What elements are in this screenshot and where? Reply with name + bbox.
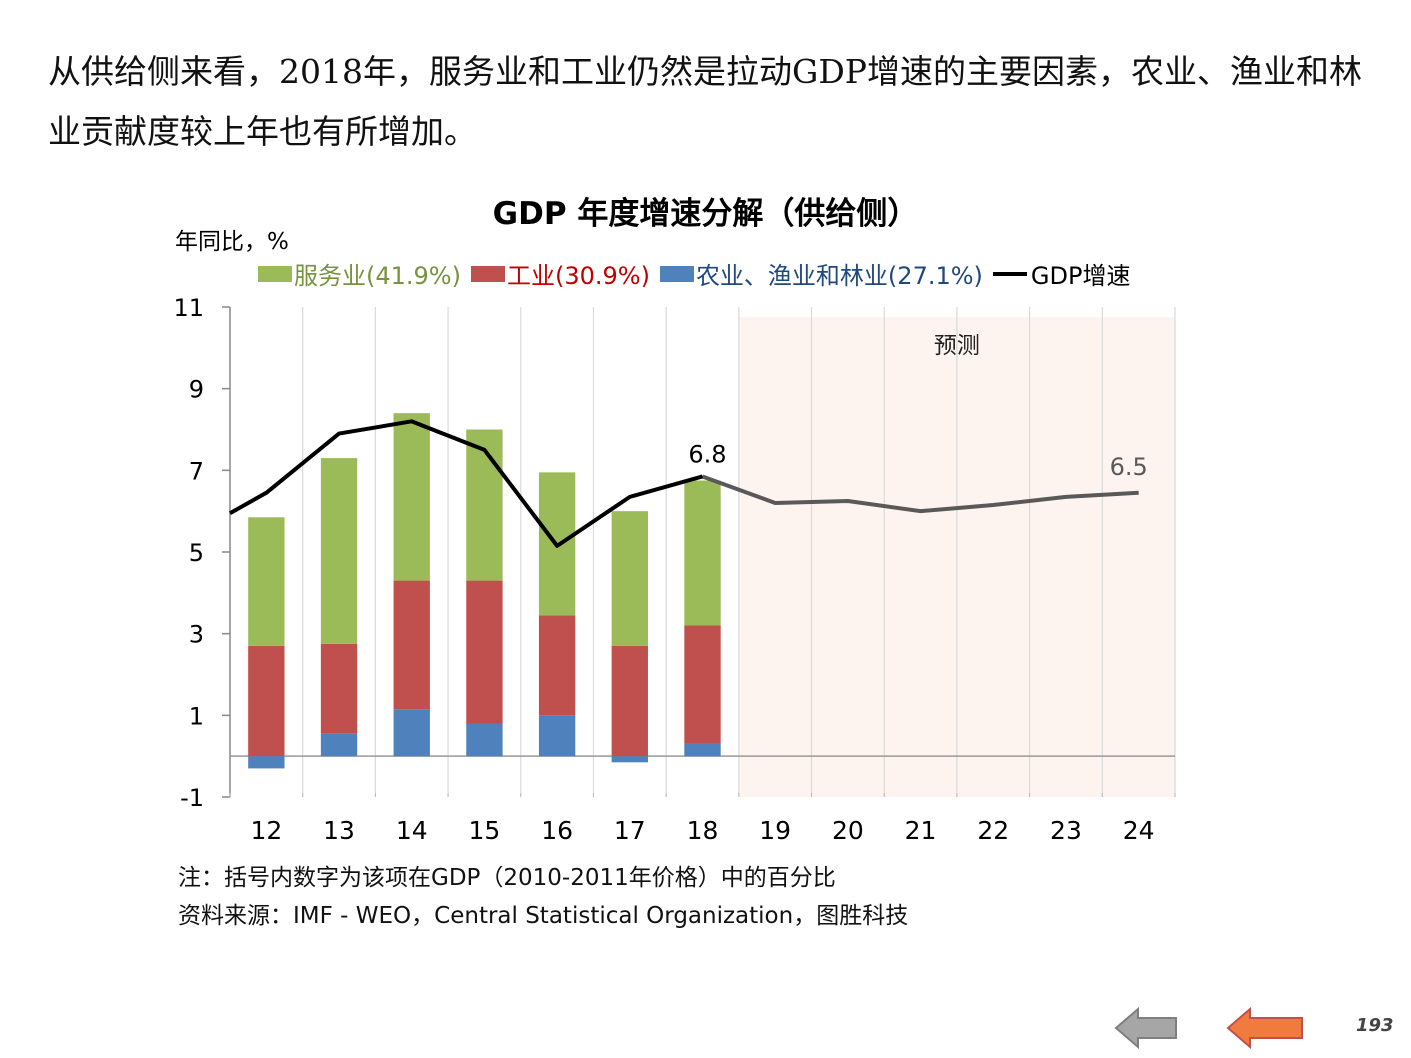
legend-swatch-agriculture bbox=[659, 265, 694, 282]
bar-services bbox=[248, 517, 285, 646]
x-tick-label: 17 bbox=[614, 816, 646, 845]
x-tick-label: 21 bbox=[905, 816, 937, 845]
y-tick-label: 5 bbox=[189, 539, 204, 567]
bar-agriculture bbox=[466, 723, 503, 757]
forward-arrow-icon[interactable] bbox=[1224, 1005, 1308, 1051]
page-number: 193 bbox=[1356, 1015, 1394, 1036]
bar-industry bbox=[320, 643, 358, 734]
legend-swatch-industry bbox=[470, 265, 505, 282]
gdp-line bbox=[229, 419, 704, 548]
bar-industry bbox=[393, 580, 430, 710]
data-label-gdp: 6.5 bbox=[1110, 453, 1148, 481]
x-tick-label: 24 bbox=[1123, 816, 1155, 845]
bar-industry bbox=[466, 580, 503, 724]
legend-item-gdp: GDP增速 bbox=[992, 256, 1131, 291]
chart-title: GDP 年度增速分解（供给侧） bbox=[492, 196, 919, 232]
bar-services bbox=[684, 480, 721, 626]
bar-services bbox=[611, 511, 648, 646]
bar-services bbox=[393, 413, 430, 581]
x-tick-label: 22 bbox=[977, 816, 1009, 845]
bar-services bbox=[320, 458, 358, 644]
legend-label-agriculture: 农业、渔业和林业(27.1%) bbox=[695, 262, 983, 290]
bar-industry bbox=[684, 625, 721, 744]
chart-note: 注：括号内数字为该项在GDP（2010-2011年价格）中的百分比 bbox=[178, 865, 836, 891]
chart-source: 资料来源：IMF - WEO，Central Statistical Organ… bbox=[178, 903, 909, 929]
legend-item-agriculture: 农业、渔业和林业(27.1%) bbox=[659, 256, 983, 291]
legend-label-industry: 工业(30.9%) bbox=[506, 262, 650, 290]
bar-industry bbox=[611, 645, 648, 757]
legend-item-industry: 工业(30.9%) bbox=[470, 256, 650, 291]
legend-swatch-gdp bbox=[992, 271, 1027, 276]
x-tick-label: 15 bbox=[469, 816, 501, 845]
x-tick-label: 18 bbox=[687, 816, 719, 845]
bar-agriculture bbox=[684, 743, 721, 757]
legend-swatch-services bbox=[258, 265, 292, 282]
x-tick-label: 19 bbox=[759, 816, 791, 845]
x-tick-label: 14 bbox=[396, 816, 428, 845]
bar-agriculture bbox=[248, 756, 285, 769]
legend-label-services: 服务业(41.9%) bbox=[294, 262, 461, 290]
y-tick-label: 9 bbox=[189, 376, 204, 404]
x-tick-label: 23 bbox=[1050, 816, 1082, 845]
y-tick-label: 11 bbox=[173, 294, 204, 322]
x-tick-label: 16 bbox=[541, 816, 573, 845]
legend-item-services: 服务业(41.9%) bbox=[258, 256, 461, 291]
x-tick-label: 13 bbox=[323, 816, 355, 845]
gdp-forecast-line bbox=[701, 474, 1139, 514]
bar-agriculture bbox=[538, 715, 576, 757]
y-axis-unit-label: 年同比，% bbox=[175, 229, 289, 255]
bar-industry bbox=[248, 645, 285, 757]
y-tick-label: 7 bbox=[189, 457, 204, 485]
legend-label-gdp: GDP增速 bbox=[1030, 262, 1131, 290]
x-tick-label: 20 bbox=[832, 816, 864, 845]
bar-services bbox=[466, 429, 503, 581]
x-tick-label: 12 bbox=[250, 816, 282, 845]
bar-agriculture bbox=[611, 756, 648, 763]
bar-agriculture bbox=[320, 733, 358, 757]
intro-text: 从供给侧来看，2018年，服务业和工业仍然是拉动GDP增速的主要因素，农业、渔业… bbox=[48, 52, 1363, 151]
back-arrow-icon[interactable] bbox=[1112, 1005, 1182, 1051]
bar-industry bbox=[538, 615, 576, 716]
y-tick-label: 1 bbox=[189, 702, 204, 730]
y-tick-label: -1 bbox=[180, 784, 204, 812]
chart-legend: 服务业(41.9%) 工业(30.9%) 农业、渔业和林业(27.1%) GDP… bbox=[258, 256, 1140, 291]
data-label-gdp: 6.8 bbox=[688, 440, 726, 468]
bar-agriculture bbox=[393, 709, 430, 757]
y-tick-label: 3 bbox=[189, 621, 204, 649]
